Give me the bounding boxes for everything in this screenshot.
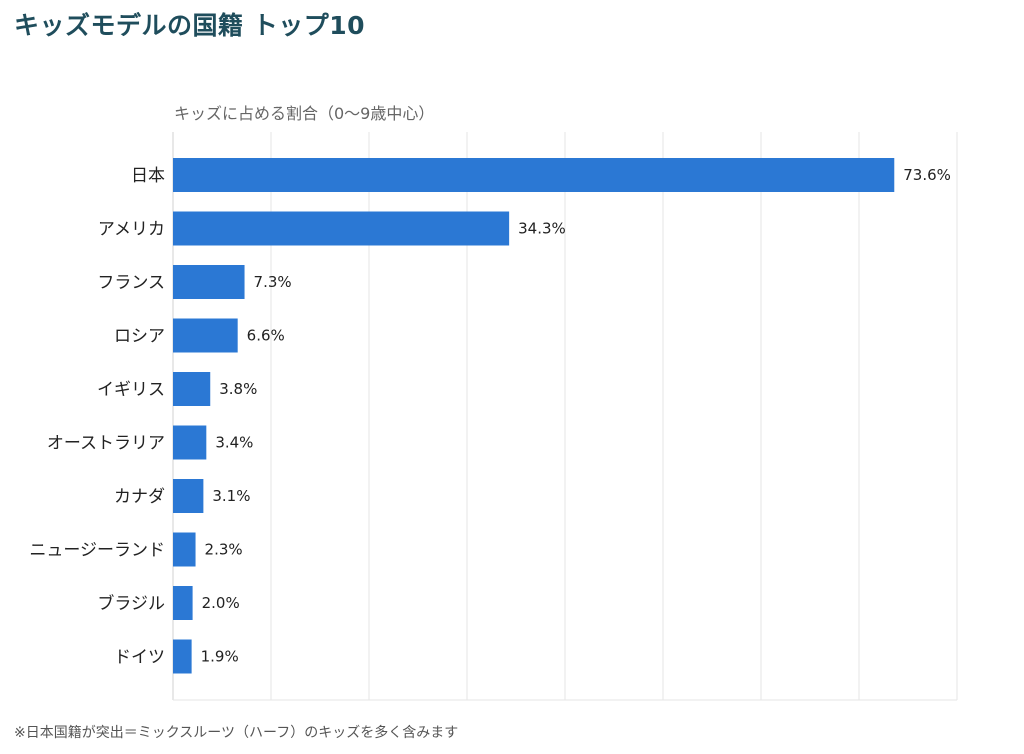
category-label: 日本	[131, 166, 165, 186]
category-label: イギリス	[97, 380, 165, 400]
bar	[173, 639, 192, 674]
bar	[173, 532, 196, 567]
data-label: 73.6%	[903, 166, 951, 184]
bar	[173, 265, 245, 299]
category-label: ロシア	[114, 327, 165, 347]
category-label: フランス	[97, 273, 165, 293]
bar	[173, 586, 193, 620]
category-label: ブラジル	[97, 593, 165, 614]
category-label: ニュージーランド	[29, 541, 165, 561]
data-label: 34.3%	[518, 220, 566, 238]
footnote: ※日本国籍が突出＝ミックスルーツ（ハーフ）のキッズを多く含みます	[14, 725, 459, 741]
bar	[173, 318, 238, 353]
chart-title: キッズモデルの国籍 トップ10	[14, 11, 365, 40]
data-label: 3.4%	[215, 434, 253, 452]
category-label: アメリカ	[98, 220, 165, 240]
data-label: 2.3%	[205, 541, 243, 559]
bar	[173, 372, 211, 406]
category-label: カナダ	[114, 487, 165, 507]
bar	[173, 158, 895, 192]
bar	[173, 425, 207, 460]
chart-subtitle: キッズに占める割合（0〜9歳中心）	[174, 104, 435, 123]
data-label: 7.3%	[254, 273, 292, 291]
bar	[173, 211, 510, 246]
data-label: 1.9%	[201, 648, 239, 666]
data-label: 3.8%	[219, 380, 257, 398]
data-label: 2.0%	[202, 594, 240, 612]
category-label: オーストラリア	[47, 434, 165, 454]
category-label: ドイツ	[114, 648, 165, 668]
data-label: 3.1%	[212, 487, 250, 505]
data-label: 6.6%	[247, 327, 285, 345]
bar	[173, 479, 204, 513]
